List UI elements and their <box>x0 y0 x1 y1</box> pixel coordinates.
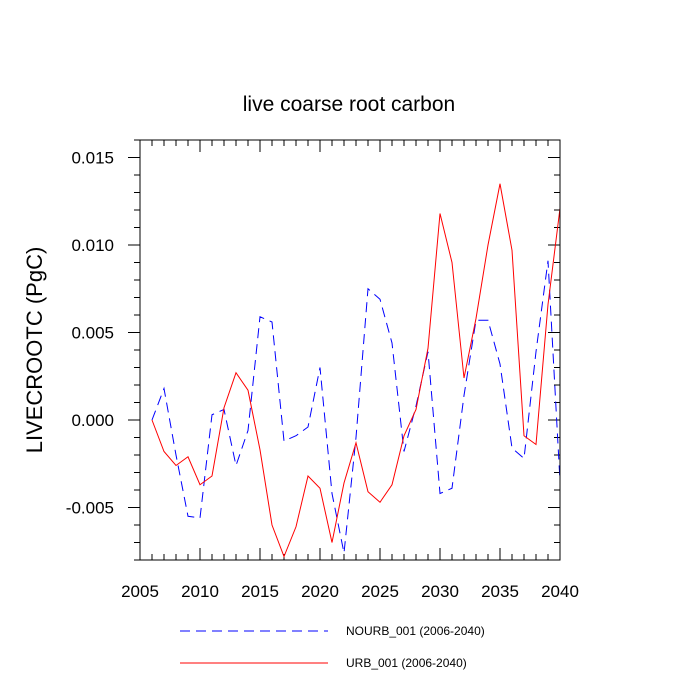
x-tick-label: 2015 <box>241 582 279 601</box>
y-tick-label: 0.015 <box>71 149 114 168</box>
x-tick-label: 2020 <box>301 582 339 601</box>
plot-frame <box>139 139 561 561</box>
x-tick-label: 2030 <box>421 582 459 601</box>
series-line-urb <box>151 183 560 558</box>
x-tick-label: 2010 <box>181 582 219 601</box>
x-tick-label: 2040 <box>541 582 579 601</box>
series-lines <box>151 183 560 558</box>
y-tick-label: 0.005 <box>71 324 114 343</box>
series-line-nourb <box>151 260 560 554</box>
y-axis-label: LIVECROOTC (PgC) <box>22 247 47 454</box>
y-tick-label: 0.000 <box>71 411 114 430</box>
y-tick-label: 0.010 <box>71 236 114 255</box>
x-tick-label: 2025 <box>361 582 399 601</box>
legend-label: NOURB_001 (2006-2040) <box>346 624 485 638</box>
legend: NOURB_001 (2006-2040) URB_001 (2006-2040) <box>180 624 485 670</box>
legend-label: URB_001 (2006-2040) <box>346 656 467 670</box>
x-tick-label: 2005 <box>121 582 159 601</box>
axis-ticks: 2005 2010 2015 2020 2025 2030 2035 2040 -0.005 0.… <box>66 139 579 601</box>
chart-title: live coarse root carbon <box>243 93 455 116</box>
x-tick-label: 2035 <box>481 582 519 601</box>
y-tick-label: -0.005 <box>66 499 114 518</box>
